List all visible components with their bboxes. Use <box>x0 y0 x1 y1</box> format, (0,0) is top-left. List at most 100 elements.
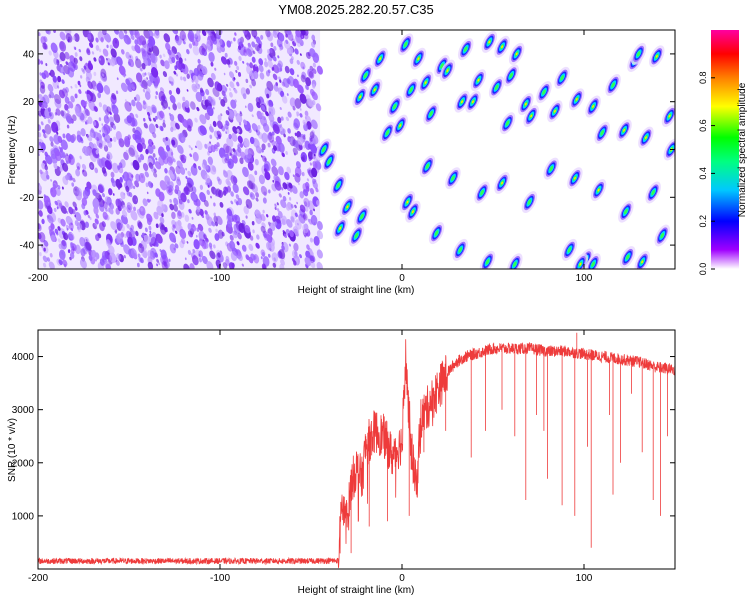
noise-speckle <box>110 48 117 58</box>
noise-speckle <box>136 142 143 153</box>
noise-speckle <box>89 129 96 139</box>
noise-speckle <box>310 250 314 256</box>
streak-center <box>354 232 359 239</box>
spectrogram-x-tick-label: 100 <box>576 273 593 284</box>
spectral-streak <box>410 47 427 70</box>
noise-speckle <box>305 52 311 59</box>
noise-speckle <box>294 132 297 137</box>
noise-speckle <box>48 261 55 269</box>
noise-speckle <box>313 208 315 212</box>
noise-speckle <box>293 118 300 129</box>
noise-speckle <box>87 30 92 36</box>
noise-speckle <box>45 63 48 67</box>
noise-speckle <box>267 132 275 143</box>
noise-speckle <box>184 155 187 159</box>
noise-speckle <box>38 185 42 191</box>
noise-speckle <box>160 225 167 235</box>
spectral-streak <box>399 191 416 214</box>
noise-speckle <box>199 125 207 136</box>
noise-speckle <box>187 249 192 256</box>
noise-speckle <box>92 120 97 126</box>
spectral-streak <box>536 81 552 104</box>
noise-speckle <box>191 216 194 220</box>
spectral-streak <box>518 93 534 116</box>
noise-speckle <box>268 113 275 123</box>
noise-speckle <box>237 253 243 261</box>
noise-speckle <box>175 35 182 46</box>
noise-speckle <box>144 72 147 76</box>
noise-speckle <box>47 107 51 113</box>
noise-speckle <box>308 70 314 78</box>
noise-speckle <box>236 241 240 246</box>
spectral-streak <box>321 150 337 173</box>
noise-speckle <box>187 170 192 177</box>
spectral-streak <box>372 47 388 70</box>
noise-speckle <box>261 251 265 257</box>
noise-speckle <box>255 242 260 249</box>
noise-speckle <box>296 201 298 205</box>
streak-center <box>321 146 326 153</box>
noise-speckle <box>271 139 276 147</box>
noise-speckle <box>216 142 220 148</box>
snr-series-line <box>38 332 675 569</box>
noise-speckle <box>69 134 75 144</box>
spectrogram-y-tick-label: 40 <box>23 49 35 60</box>
noise-speckle <box>220 56 228 65</box>
noise-speckle <box>54 98 62 109</box>
noise-speckle <box>266 80 274 92</box>
colorbar-axis: 0.0 0.2 0.4 0.6 0.8 <box>698 72 715 275</box>
spectral-streak <box>339 195 356 218</box>
noise-speckle <box>117 186 120 190</box>
noise-speckle <box>246 36 249 41</box>
noise-speckle <box>309 254 316 263</box>
noise-speckle <box>56 199 63 209</box>
noise-speckle <box>155 223 159 229</box>
noise-speckle <box>293 38 297 44</box>
noise-speckle <box>161 204 165 210</box>
noise-speckle <box>302 119 307 126</box>
noise-speckle <box>248 256 254 264</box>
noise-speckle <box>85 241 92 251</box>
spectrogram-x-label: Height of straight line (km) <box>298 285 415 296</box>
noise-speckle <box>173 70 177 75</box>
noise-speckle <box>106 58 108 61</box>
noise-speckle <box>39 85 46 94</box>
noise-speckle <box>108 188 113 196</box>
streak-peak <box>477 78 480 82</box>
noise-speckle <box>311 167 318 178</box>
streak-peak <box>346 205 349 209</box>
noise-speckle <box>103 85 111 95</box>
noise-speckle <box>147 80 152 87</box>
noise-speckle <box>194 33 198 38</box>
noise-speckle <box>258 174 265 185</box>
noise-speckle <box>266 241 272 251</box>
streak-peak <box>339 227 342 230</box>
noise-speckle <box>264 58 267 62</box>
noise-speckle <box>70 61 74 67</box>
noise-speckle <box>40 203 43 207</box>
noise-speckle <box>264 171 271 181</box>
noise-speckle <box>228 133 232 140</box>
noise-speckle <box>156 258 159 263</box>
noise-speckle <box>247 180 254 190</box>
noise-speckle <box>89 216 92 221</box>
noise-speckle <box>303 197 311 208</box>
noise-speckle <box>56 206 59 210</box>
noise-speckle <box>83 106 86 110</box>
noise-speckle <box>299 254 302 259</box>
noise-speckle <box>157 200 165 211</box>
noise-speckle <box>95 37 99 43</box>
noise-speckle <box>182 96 186 102</box>
spectral-streak <box>434 54 450 77</box>
noise-speckle <box>281 152 285 158</box>
noise-speckle <box>204 174 211 184</box>
noise-speckle <box>276 208 280 212</box>
noise-speckle <box>294 204 297 209</box>
noise-speckle <box>38 110 42 117</box>
noise-speckle <box>125 149 128 153</box>
noise-speckle <box>103 123 111 134</box>
noise-speckle <box>223 72 226 76</box>
noise-speckle <box>159 110 165 119</box>
streak-center <box>651 189 656 196</box>
noise-speckle <box>267 142 271 148</box>
